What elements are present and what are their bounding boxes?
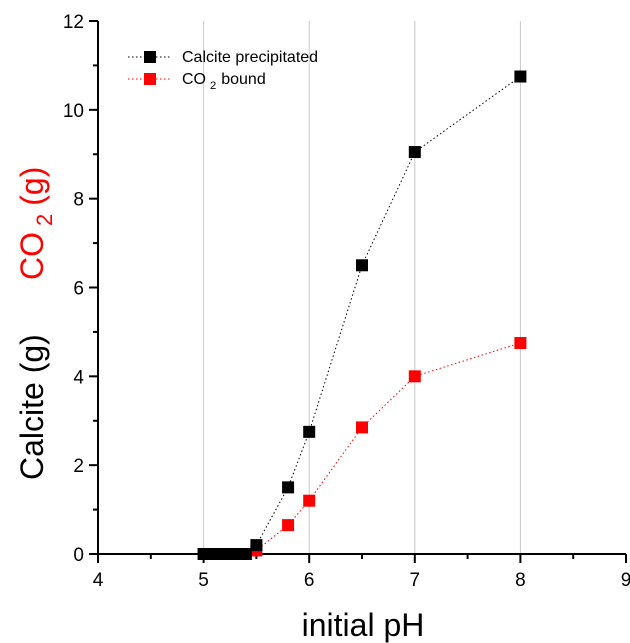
legend-label-calcite: Calcite precipitated [182, 49, 318, 66]
legend-co2-sub: 2 [210, 80, 216, 92]
data-point [408, 146, 421, 159]
x-tick-label: 9 [621, 570, 630, 591]
y-tick-label: 12 [63, 12, 84, 33]
series-line [203, 342, 521, 555]
data-point [250, 539, 263, 552]
y-tick-label: 8 [73, 190, 84, 211]
axes [97, 21, 626, 555]
data-point [514, 337, 527, 350]
x-tick-label: 7 [410, 570, 421, 591]
y-tick-label: 4 [73, 367, 84, 388]
y-axis-co2-main: CO [14, 232, 50, 280]
legend-marker-calcite [144, 51, 156, 63]
y-axis-title-co2: CO 2 (g) [14, 167, 57, 280]
data-point [239, 548, 252, 560]
data-point [303, 494, 316, 507]
axis-ticks [89, 20, 627, 563]
y-axis-title-calcite: Calcite (g) [14, 334, 50, 480]
data-point [303, 425, 316, 438]
y-axis-co2-unit: (g) [14, 167, 50, 206]
y-tick-label: 2 [73, 456, 84, 477]
x-tick-label: 4 [93, 570, 104, 591]
y-axis-co2-sub: 2 [32, 214, 57, 226]
grid-lines [203, 21, 521, 554]
legend-marker-co2 [144, 73, 156, 85]
x-tick-label: 8 [515, 570, 526, 591]
series-layer [197, 70, 527, 560]
y-tick-label: 6 [73, 279, 84, 300]
legend-co2-main: CO [182, 71, 206, 88]
legend: Calcite precipitated CO 2 bound [128, 49, 318, 92]
data-point [408, 370, 421, 383]
data-point [356, 421, 368, 434]
data-point [356, 259, 368, 272]
data-point [282, 481, 295, 494]
legend-label-co2: CO 2 bound [182, 71, 266, 92]
x-axis-title: initial pH [302, 607, 425, 643]
legend-co2-rest: bound [221, 71, 266, 88]
tick-labels: 4 5 6 7 8 9 0 2 4 6 8 10 12 [63, 12, 630, 591]
data-point [282, 519, 295, 532]
data-point [514, 70, 527, 83]
y-tick-label: 0 [73, 545, 84, 566]
x-tick-label: 5 [198, 570, 209, 591]
x-tick-label: 6 [304, 570, 315, 591]
y-tick-label: 10 [63, 101, 84, 122]
series-line [203, 76, 521, 555]
